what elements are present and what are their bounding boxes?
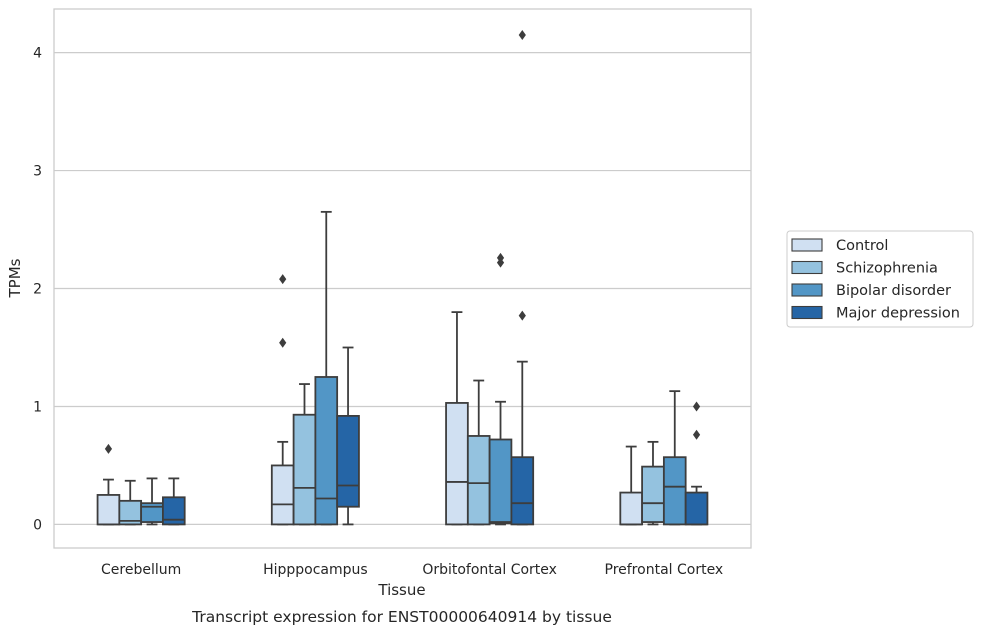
box-body xyxy=(270,464,295,526)
box-control-prefrontal-cortex xyxy=(619,445,643,526)
legend-label-schizophrenia: Schizophrenia xyxy=(836,261,938,277)
box-control-hipppocampus xyxy=(270,274,295,526)
chart-caption: Transcript expression for ENST0000064091… xyxy=(191,608,612,626)
box-bipolar-disorder-cerebellum xyxy=(140,477,164,526)
box-body xyxy=(96,494,121,526)
box-major-depression-prefrontal-cortex xyxy=(684,401,709,526)
y-tick-label: 0 xyxy=(33,517,42,533)
legend-frame xyxy=(786,230,974,328)
outlier-marker xyxy=(279,337,287,348)
gridlines xyxy=(54,52,751,526)
legend-swatch-control xyxy=(791,238,823,252)
x-tick-label-hipppocampus: Hipppocampus xyxy=(263,562,368,578)
x-tick-label-prefrontal-cortex: Prefrontal Cortex xyxy=(605,562,724,578)
outlier-marker xyxy=(692,429,701,440)
y-tick-label: 3 xyxy=(33,164,42,180)
box-body xyxy=(641,465,665,523)
y-axis-ticks: 0 1 2 3 4 xyxy=(33,46,42,534)
y-tick-label: 1 xyxy=(33,399,42,415)
box-bipolar-disorder-hipppocampus xyxy=(314,210,339,526)
box-bipolar-disorder-prefrontal-cortex xyxy=(662,390,687,526)
legend-swatch-bipolar-disorder xyxy=(791,283,823,297)
box-body xyxy=(488,438,513,525)
box-major-depression-hipppocampus xyxy=(336,346,360,526)
legend-label-major-depression: Major depression xyxy=(836,306,960,322)
box-body xyxy=(445,402,469,526)
outlier-marker xyxy=(496,252,505,263)
legend: Control Schizophrenia Bipolar disorder Majo… xyxy=(786,230,974,328)
box-schizophrenia-cerebellum xyxy=(118,479,143,526)
box-body xyxy=(684,491,709,526)
x-tick-label-cerebellum: Cerebellum xyxy=(101,562,181,578)
outlier-marker xyxy=(104,443,113,454)
box-body xyxy=(619,491,643,526)
legend-swatch-schizophrenia xyxy=(791,260,823,275)
y-tick-label: 4 xyxy=(33,46,42,62)
outlier-marker xyxy=(279,274,287,285)
outlier-marker xyxy=(518,29,526,40)
box-body xyxy=(292,413,317,526)
y-axis-label: TPMs xyxy=(6,258,24,298)
box-control-cerebellum xyxy=(96,443,121,526)
box-body xyxy=(336,415,360,508)
box-body xyxy=(510,456,535,526)
box-body xyxy=(314,376,339,526)
x-axis-label: Tissue xyxy=(377,581,425,599)
box-body xyxy=(162,496,186,526)
box-bipolar-disorder-orbitofontal-cortex xyxy=(488,252,513,526)
box-major-depression-cerebellum xyxy=(162,477,186,526)
box-major-depression-orbitofontal-cortex xyxy=(510,29,535,526)
legend-swatch-major-depression xyxy=(791,305,823,320)
box-schizophrenia-orbitofontal-cortex xyxy=(466,379,491,526)
box-schizophrenia-prefrontal-cortex xyxy=(641,440,665,526)
legend-label-control: Control xyxy=(836,238,888,254)
outlier-marker xyxy=(518,310,526,321)
box-layer xyxy=(96,29,709,526)
legend-label-bipolar-disorder: Bipolar disorder xyxy=(836,283,951,299)
x-axis-ticks: Cerebellum Hipppocampus Orbitofontal Corte… xyxy=(101,562,723,578)
box-body xyxy=(662,456,687,526)
y-tick-label: 2 xyxy=(33,282,42,298)
box-control-orbitofontal-cortex xyxy=(445,311,469,526)
x-tick-label-orbitofontal-cortex: Orbitofontal Cortex xyxy=(422,562,557,578)
box-body xyxy=(466,435,491,526)
plot-area-frame xyxy=(53,8,752,549)
outlier-marker xyxy=(692,401,701,412)
box-schizophrenia-hipppocampus xyxy=(292,383,317,526)
